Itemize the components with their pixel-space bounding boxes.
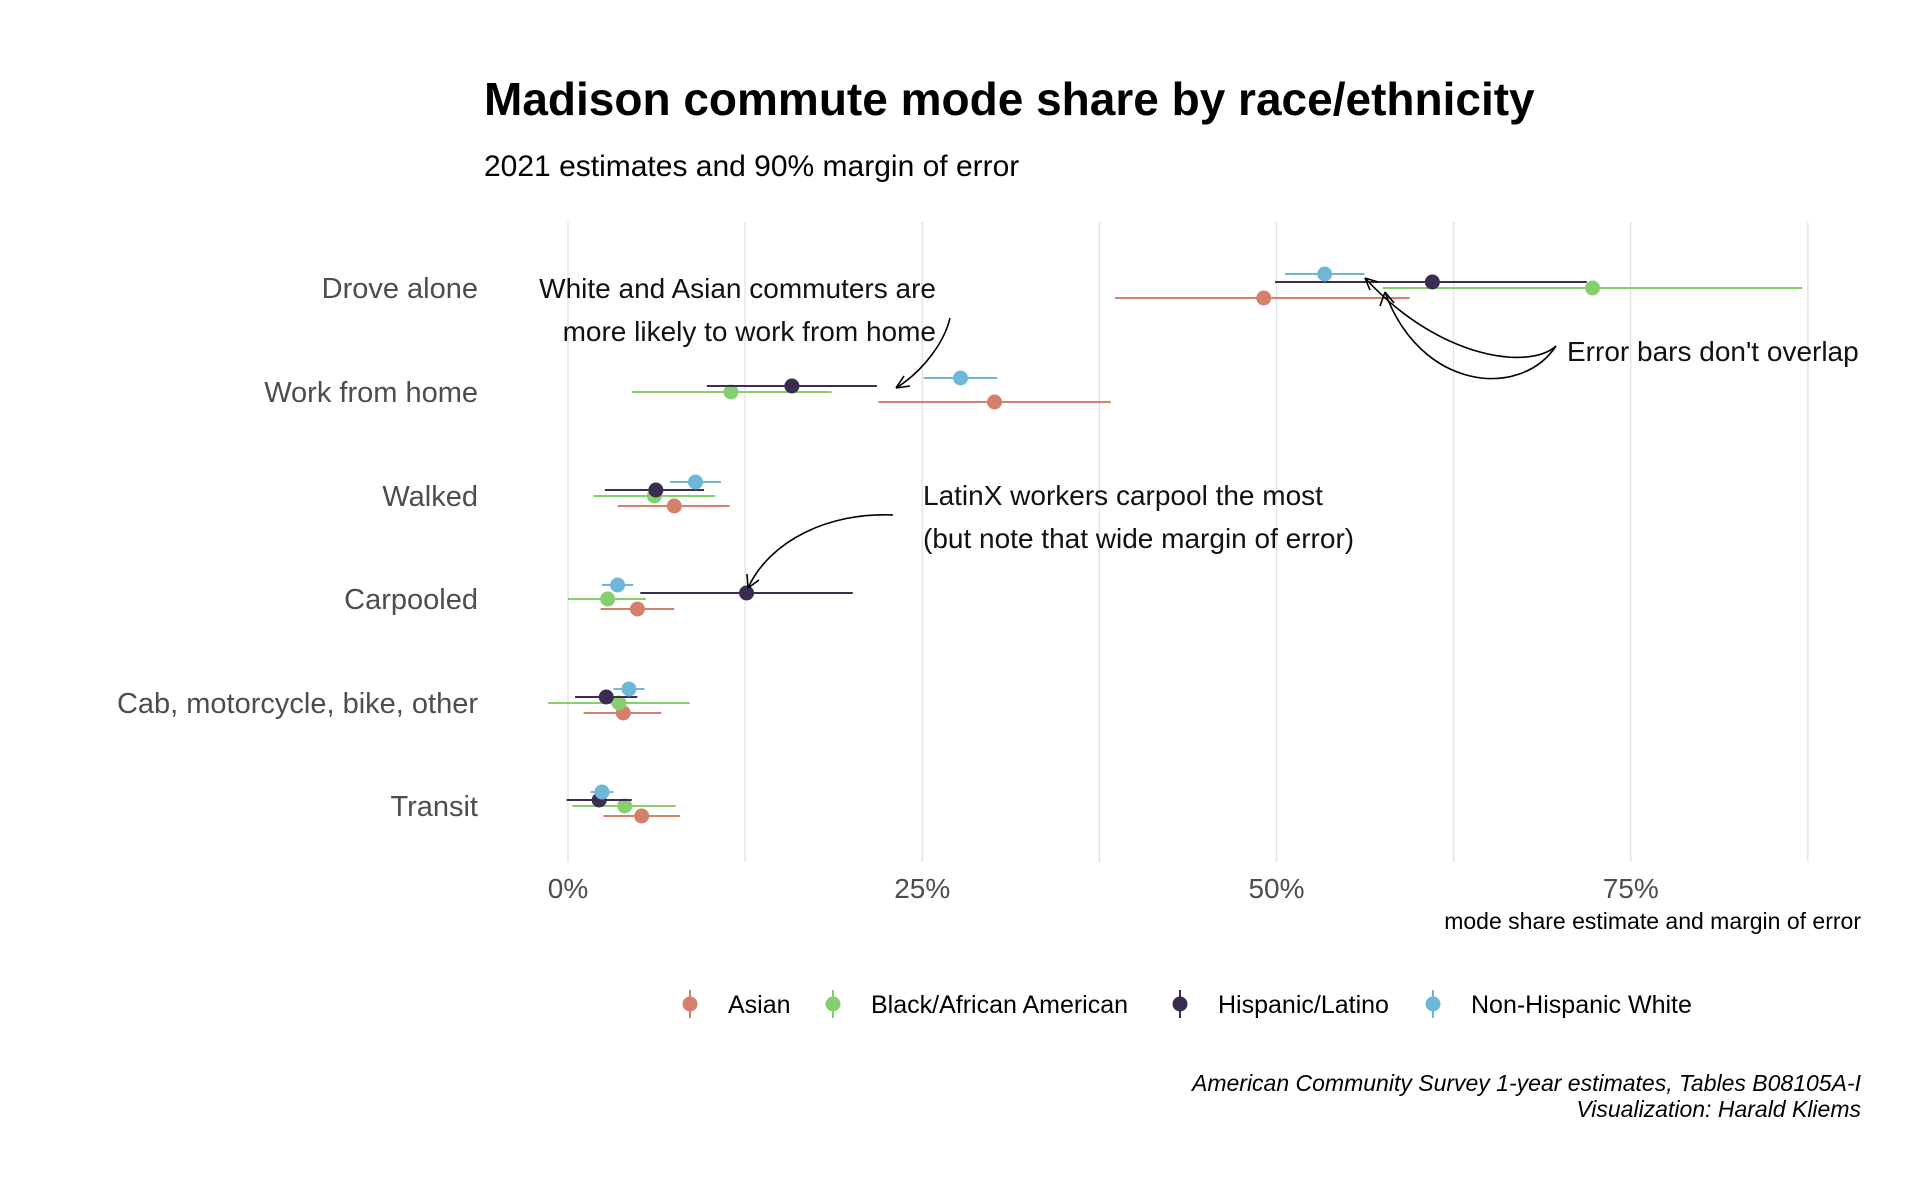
data-point — [953, 370, 969, 386]
data-point — [987, 394, 1003, 410]
annotation-arrow-head-carpooled — [746, 573, 760, 589]
y-tick-label: Cab, motorcycle, bike, other — [117, 688, 478, 720]
chart-subtitle: 2021 estimates and 90% margin of error — [484, 150, 1020, 183]
annotation-text: more likely to work from home — [563, 316, 936, 347]
y-tick-label: Drove alone — [322, 273, 478, 305]
x-axis-tick-labels: 0% 25% 50% 75% — [548, 873, 1659, 904]
annotation-arrow-error-bars-2 — [1364, 277, 1557, 359]
annotation-text: LatinX workers carpool the most — [923, 480, 1323, 511]
legend-label: Black/African American — [871, 991, 1128, 1019]
data-point — [666, 498, 682, 514]
annotation-arrow-work-from-home — [895, 317, 951, 389]
gridlines — [567, 222, 1809, 862]
data-marks — [548, 266, 1803, 824]
data-point — [594, 784, 610, 800]
x-tick-label: 75% — [1603, 873, 1659, 904]
y-tick-label: Walked — [382, 481, 478, 513]
annotation-arrow-error-bars — [1384, 291, 1557, 380]
annotation-arrow-head-work-from-home — [895, 375, 911, 389]
legend-label: Asian — [728, 991, 791, 1019]
caption-credit: Visualization: Harald Kliems — [1576, 1096, 1861, 1122]
data-point — [600, 591, 616, 607]
caption-source: American Community Survey 1-year estimat… — [1192, 1070, 1861, 1096]
annotation-text: Error bars don't overlap — [1567, 336, 1859, 367]
data-point — [723, 384, 739, 400]
data-point — [634, 808, 650, 824]
legend-svg: Asian Black/African American Hispanic/Lati… — [682, 990, 1692, 1019]
data-point — [688, 474, 704, 490]
data-point — [598, 689, 614, 705]
data-point — [739, 585, 755, 601]
data-point — [784, 378, 800, 394]
annotation-arrow-head-error-bars — [1379, 291, 1395, 307]
legend-label: Non-Hispanic White — [1471, 991, 1692, 1019]
y-tick-label: Transit — [390, 791, 478, 823]
annotation-text: (but note that wide margin of error) — [923, 523, 1354, 554]
legend-key-dot — [1172, 996, 1188, 1012]
data-point — [1256, 290, 1272, 306]
x-tick-label: 25% — [894, 873, 950, 904]
data-point — [617, 798, 633, 814]
data-point — [610, 577, 626, 593]
annotation-text: White and Asian commuters are — [539, 273, 936, 304]
data-point — [629, 601, 645, 617]
data-point — [621, 681, 637, 697]
y-tick-label: Carpooled — [344, 584, 478, 616]
legend-key-dot — [682, 996, 698, 1012]
data-point — [1584, 280, 1600, 296]
legend: Asian Black/African American Hispanic/Lati… — [0, 984, 1920, 1024]
data-point — [611, 695, 627, 711]
legend-key-dot — [825, 996, 841, 1012]
annotation-arrow-carpooled — [747, 514, 894, 589]
x-tick-label: 0% — [548, 873, 588, 904]
legend-label: Hispanic/Latino — [1218, 991, 1389, 1019]
legend-key-dot — [1425, 996, 1441, 1012]
x-tick-label: 50% — [1248, 873, 1304, 904]
annotation-arrow-head-error-bars-2 — [1364, 277, 1379, 291]
annotations: White and Asian commuters are more likely… — [539, 273, 1859, 589]
data-point — [1317, 266, 1333, 282]
data-point — [648, 482, 664, 498]
x-axis-label: mode share estimate and margin of error — [1444, 908, 1861, 934]
data-point — [1424, 274, 1440, 290]
y-axis-labels: Drove alone Work from home Walked Carpooled… — [117, 273, 478, 823]
y-tick-label: Work from home — [264, 377, 478, 409]
chart-title: Madison commute mode share by race/ethni… — [484, 73, 1535, 125]
